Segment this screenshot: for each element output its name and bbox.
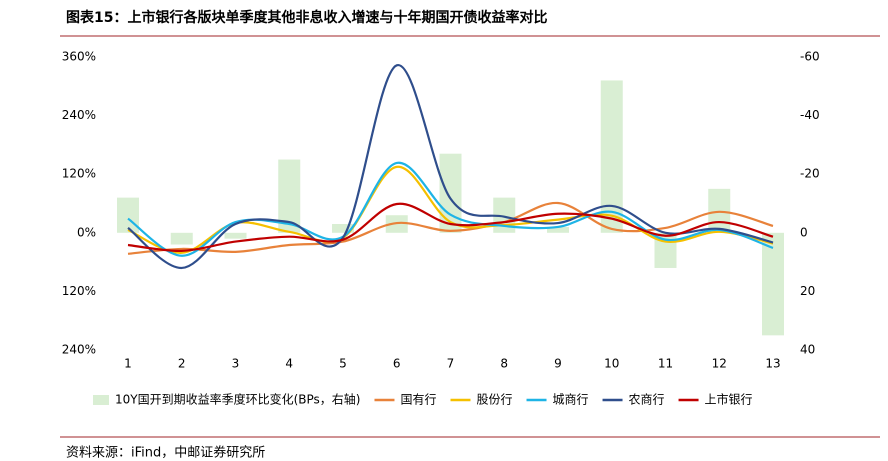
y-tick-label: 120% <box>62 284 96 298</box>
legend-swatch <box>93 395 109 405</box>
line <box>127 201 774 255</box>
source: 资料来源：iFind，中邮证券研究所 <box>66 445 265 461</box>
legend-label: 上市银行 <box>705 392 753 407</box>
line <box>127 64 774 270</box>
legend-label: 城商行 <box>553 392 589 407</box>
x-tick-label: 3 <box>232 357 240 371</box>
chart-title: 图表15：上市银行各版块单季度其他非息收入增速与十年期国开债收益率对比 <box>66 9 547 26</box>
legend-label: 股份行 <box>477 393 513 407</box>
bar <box>547 226 569 233</box>
legend-label: 10Y国开到期收益率季度环比变化(BPs，右轴) <box>115 392 360 407</box>
y2-tick-label: -60 <box>800 50 820 64</box>
y-tick-label: 120% <box>62 167 96 181</box>
x-tick-label: 8 <box>500 357 508 371</box>
bar <box>170 232 193 245</box>
x-tick-label: 11 <box>658 357 673 371</box>
x-tick-label: 6 <box>393 357 401 371</box>
x-tick-label: 12 <box>712 357 727 371</box>
x-tick-label: 7 <box>447 357 455 371</box>
legend-label: 农商行 <box>629 392 665 407</box>
y2-tick-label: 40 <box>800 343 815 357</box>
legend-label: 国有行 <box>400 393 436 407</box>
line <box>127 161 774 257</box>
line <box>127 202 774 252</box>
x-tick-label: 5 <box>339 357 347 371</box>
x-tick-label: 2 <box>178 357 186 371</box>
bar <box>332 224 354 233</box>
y-tick-label: 240% <box>62 343 96 357</box>
y-tick-label: 0% <box>77 225 96 239</box>
bar <box>762 232 784 336</box>
y2-tick-label: -40 <box>800 108 820 122</box>
x-tick-label: 10 <box>604 357 619 371</box>
bar <box>224 232 247 239</box>
y2-tick-label: 20 <box>800 284 815 298</box>
y-tick-label: 240% <box>62 108 96 122</box>
x-tick-label: 1 <box>124 357 132 371</box>
bar <box>439 153 462 233</box>
y2-tick-label: -20 <box>800 167 820 181</box>
x-tick-label: 4 <box>285 357 293 371</box>
bar <box>600 80 623 233</box>
bar <box>278 159 301 233</box>
y-tick-label: 360% <box>62 50 96 64</box>
x-tick-label: 9 <box>554 357 562 371</box>
bar <box>117 197 139 233</box>
y2-tick-label: 0 <box>800 225 808 239</box>
x-tick-label: 13 <box>765 357 780 371</box>
